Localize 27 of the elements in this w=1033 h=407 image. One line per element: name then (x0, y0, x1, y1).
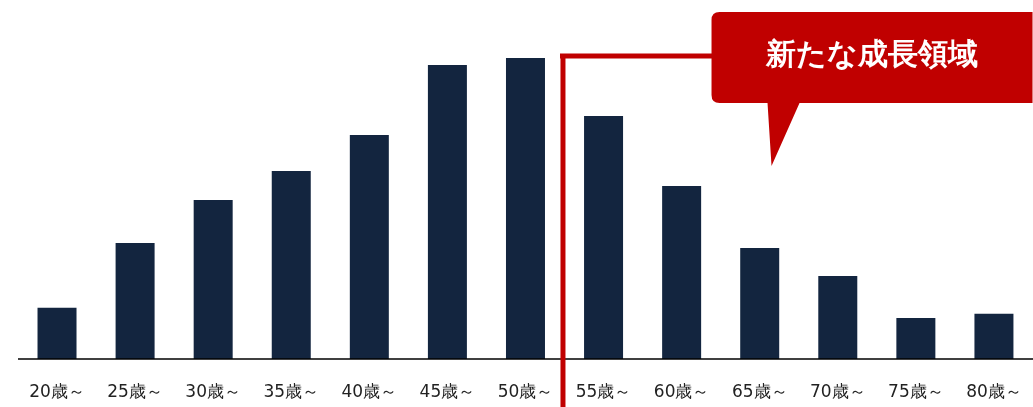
bar (505, 58, 545, 359)
bar (193, 200, 233, 359)
x-tick-label: 80歳～ (966, 381, 1022, 402)
bar (974, 313, 1014, 359)
bar (115, 243, 155, 359)
x-tick-label: 60歳～ (653, 381, 710, 402)
bar (271, 170, 311, 359)
bar (818, 275, 858, 359)
x-tick-label: 75歳～ (888, 381, 944, 402)
bar (896, 318, 936, 359)
bar (740, 247, 780, 359)
x-tick-label: 35歳～ (263, 381, 320, 402)
x-tick-label: 65歳～ (731, 381, 788, 402)
x-tick-label: 45歳～ (419, 381, 476, 402)
x-tick-label: 55歳～ (575, 381, 632, 402)
bar (584, 116, 624, 359)
bar (427, 64, 467, 359)
x-tick-label: 50歳～ (497, 381, 554, 402)
annotation: 新たな成長領域 (765, 35, 980, 73)
x-tick-label: 20歳～ (29, 381, 85, 402)
bar (37, 307, 77, 359)
bar (662, 185, 702, 359)
bar (349, 135, 389, 359)
x-tick-label: 40歳～ (341, 381, 398, 402)
x-tick-label: 25歳～ (107, 381, 163, 402)
x-tick-label: 70歳～ (809, 381, 866, 402)
x-tick-label: 30歳～ (185, 381, 242, 402)
